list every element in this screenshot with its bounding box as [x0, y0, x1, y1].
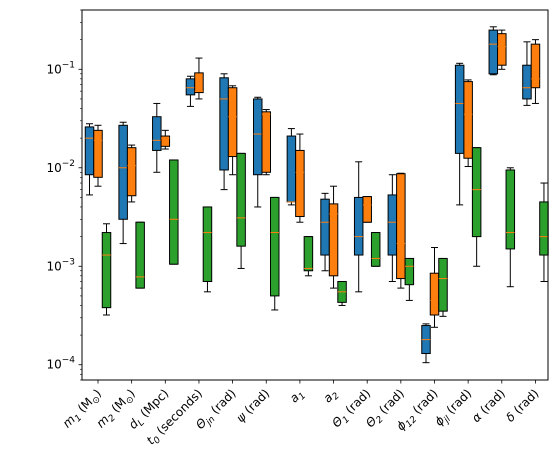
box-element — [337, 281, 347, 306]
box — [530, 43, 541, 89]
box-element — [219, 73, 229, 191]
y-tick-label: 10−1 — [46, 60, 75, 76]
box-element — [160, 129, 171, 150]
box-element — [227, 85, 238, 176]
box-element — [505, 167, 516, 288]
box-element — [270, 196, 280, 311]
box — [429, 272, 440, 316]
box-element — [370, 232, 381, 267]
box-element — [194, 57, 204, 100]
box-element — [185, 75, 196, 107]
box — [295, 149, 305, 218]
box — [202, 206, 213, 283]
box — [227, 87, 238, 158]
box — [471, 147, 482, 238]
box — [522, 64, 532, 100]
box — [539, 201, 549, 256]
x-axis: m1 (M⊙)m2 (M⊙)dL (Mpc)t0 (seconds)Θjn (r… — [60, 380, 542, 448]
box-element — [362, 196, 372, 223]
box — [93, 129, 103, 178]
x-tick-label: α (rad) — [469, 386, 508, 425]
box — [253, 98, 263, 176]
box — [194, 72, 204, 94]
x-tick-label: ϕjl (rad) — [432, 386, 477, 431]
box-element — [404, 257, 415, 301]
box-element — [101, 223, 112, 316]
box-element — [488, 26, 499, 76]
box — [261, 111, 271, 173]
box-element — [471, 147, 482, 267]
box-element — [438, 257, 448, 317]
box-element — [126, 144, 137, 203]
box — [160, 135, 171, 147]
plot-area — [84, 26, 549, 364]
box — [118, 124, 128, 220]
box-element — [169, 159, 179, 265]
box-element — [303, 236, 314, 277]
y-tick-label: 10−4 — [46, 356, 75, 372]
y-tick-label: 10−3 — [46, 257, 75, 273]
x-tick-label: a1 — [287, 386, 308, 407]
box — [387, 194, 398, 256]
box — [303, 236, 314, 272]
box-element — [295, 133, 305, 223]
box-element — [320, 192, 330, 272]
box-element — [135, 221, 145, 289]
box — [135, 221, 145, 289]
box — [362, 196, 372, 223]
box — [438, 257, 448, 312]
box-element — [429, 247, 440, 328]
box — [370, 232, 381, 267]
y-axis: 10−4 10−3 10−2 10−1 — [46, 9, 82, 381]
box-element — [387, 174, 398, 283]
box — [185, 78, 196, 96]
box-element — [530, 39, 541, 104]
box-element — [497, 29, 507, 70]
box — [505, 169, 516, 250]
box — [169, 159, 179, 265]
plot-frame — [81, 9, 549, 381]
x-tick-label: ψ (rad) — [233, 386, 272, 425]
box — [404, 257, 415, 286]
box-element — [84, 123, 95, 196]
box-element — [236, 152, 246, 269]
box-element — [118, 121, 128, 245]
box-element — [396, 172, 406, 289]
box — [488, 29, 499, 75]
box-element — [328, 185, 339, 289]
box-element — [421, 323, 431, 364]
box — [463, 81, 473, 159]
box — [270, 196, 280, 297]
box-element — [539, 182, 549, 283]
box — [396, 173, 406, 280]
box — [497, 33, 507, 66]
box — [219, 77, 229, 171]
box — [286, 135, 297, 203]
box — [320, 198, 330, 256]
box — [152, 116, 162, 151]
box-element — [261, 109, 271, 176]
box — [126, 147, 137, 197]
box-element — [202, 206, 213, 293]
box — [328, 203, 339, 277]
box-element — [93, 124, 103, 187]
x-tick-label: δ (rad) — [503, 386, 541, 424]
box-element — [286, 128, 297, 206]
box-element — [522, 41, 532, 106]
y-tick-label: 10−2 — [46, 159, 75, 175]
box — [353, 196, 364, 256]
box-element — [152, 102, 162, 173]
box-element — [463, 79, 473, 168]
box — [236, 152, 246, 247]
box — [101, 232, 112, 309]
box-element — [454, 62, 465, 206]
box-element — [353, 161, 364, 293]
box — [84, 126, 95, 176]
x-tick-label: a2 — [321, 386, 342, 407]
box-element — [253, 96, 263, 208]
box — [454, 64, 465, 154]
